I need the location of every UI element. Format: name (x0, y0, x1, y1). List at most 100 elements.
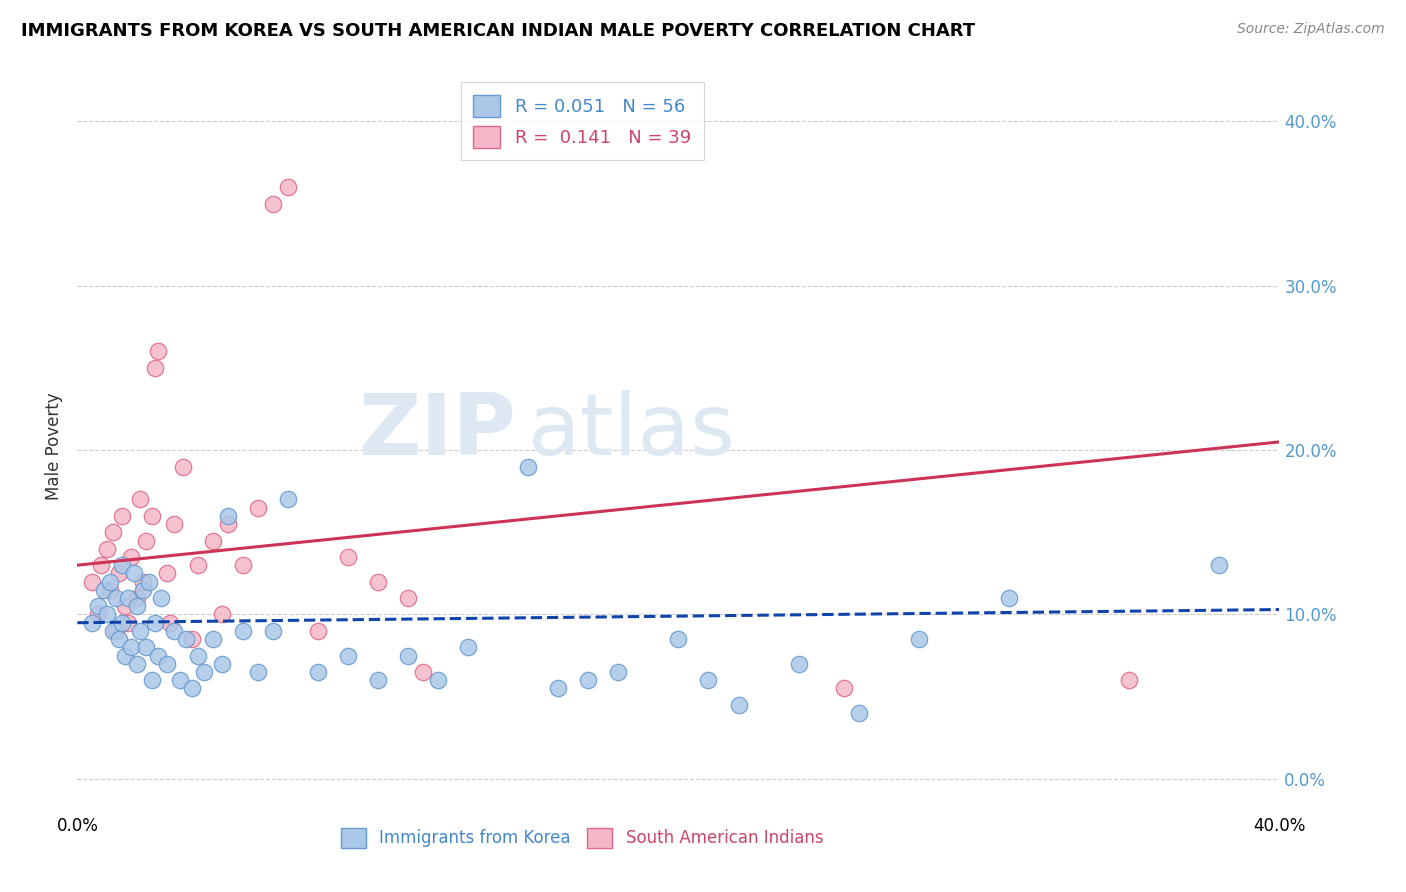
Point (156, 566, 179, 581)
Point (135, 533, 157, 548)
Point (727, 698, 749, 712)
Point (111, 508, 134, 523)
Point (82, 615, 104, 630)
Point (105, 591, 128, 605)
Point (132, 574, 155, 589)
Point (135, 640, 157, 655)
Legend: Immigrants from Korea, South American Indians: Immigrants from Korea, South American In… (335, 821, 830, 855)
Y-axis label: Male Poverty: Male Poverty (45, 392, 63, 500)
Point (169, 673, 191, 688)
Point (159, 615, 181, 630)
Point (908, 632, 931, 647)
Point (457, 640, 479, 655)
Point (232, 558, 254, 573)
Point (180, 632, 202, 647)
Point (1118, 673, 1140, 688)
Point (117, 591, 139, 605)
Point (211, 657, 233, 671)
Point (668, 632, 690, 647)
Text: Source: ZipAtlas.com: Source: ZipAtlas.com (1237, 22, 1385, 37)
Point (103, 525, 125, 540)
Text: atlas: atlas (529, 390, 737, 473)
Point (201, 632, 224, 647)
Text: ZIP: ZIP (359, 390, 516, 473)
Point (145, 615, 167, 630)
Point (427, 673, 450, 688)
Point (148, 648, 170, 663)
Point (162, 624, 184, 638)
Point (127, 591, 149, 605)
Point (127, 657, 149, 671)
Point (90, 558, 112, 573)
Point (120, 640, 142, 655)
Point (127, 599, 149, 614)
Point (517, 459, 540, 474)
Point (547, 681, 569, 696)
Point (87, 607, 110, 622)
Point (277, 492, 299, 507)
Point (100, 574, 122, 589)
Point (697, 673, 720, 688)
Point (100, 582, 122, 597)
Point (576, 673, 599, 688)
Point (307, 624, 329, 638)
Point (1208, 558, 1230, 573)
Point (93, 582, 115, 597)
Point (367, 574, 389, 589)
Text: IMMIGRANTS FROM KOREA VS SOUTH AMERICAN INDIAN MALE POVERTY CORRELATION CHART: IMMIGRANTS FROM KOREA VS SOUTH AMERICAN … (21, 22, 976, 40)
Point (848, 706, 870, 720)
Point (96, 541, 118, 556)
Point (111, 558, 134, 573)
Point (307, 665, 329, 679)
Point (262, 624, 284, 638)
Point (148, 344, 170, 359)
Point (193, 665, 215, 679)
Point (141, 508, 163, 523)
Point (111, 615, 134, 630)
Point (201, 533, 224, 548)
Point (156, 657, 179, 671)
Point (150, 591, 173, 605)
Point (103, 624, 125, 638)
Point (396, 648, 419, 663)
Point (277, 180, 299, 194)
Point (138, 574, 160, 589)
Point (120, 549, 142, 564)
Point (96, 607, 118, 622)
Point (162, 517, 184, 532)
Point (232, 624, 254, 638)
Point (186, 648, 209, 663)
Point (141, 673, 163, 688)
Point (132, 582, 155, 597)
Point (180, 681, 202, 696)
Point (129, 624, 152, 638)
Point (114, 648, 136, 663)
Point (396, 591, 419, 605)
Point (108, 566, 131, 581)
Point (217, 517, 239, 532)
Point (145, 360, 167, 375)
Point (117, 615, 139, 630)
Point (186, 558, 209, 573)
Point (336, 648, 359, 663)
Point (246, 665, 269, 679)
Point (172, 459, 194, 474)
Point (129, 492, 152, 507)
Point (832, 681, 855, 696)
Point (114, 599, 136, 614)
Point (124, 566, 146, 581)
Point (367, 673, 389, 688)
Point (262, 196, 284, 211)
Point (607, 665, 630, 679)
Point (108, 632, 131, 647)
Point (412, 665, 434, 679)
Point (246, 500, 269, 515)
Point (87, 599, 110, 614)
Point (787, 657, 810, 671)
Point (174, 632, 197, 647)
Point (336, 549, 359, 564)
Point (998, 591, 1021, 605)
Point (82, 574, 104, 589)
Point (217, 508, 239, 523)
Point (105, 624, 128, 638)
